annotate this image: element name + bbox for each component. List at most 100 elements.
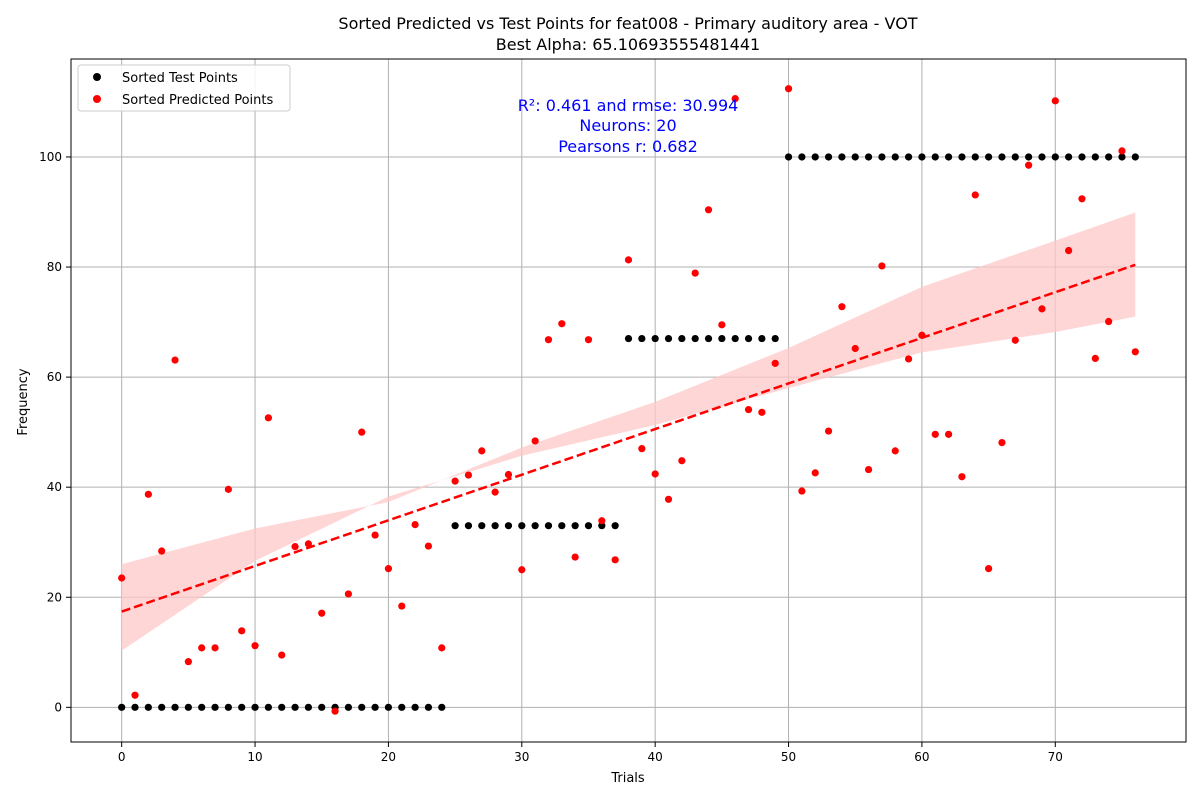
predicted-point-18 (358, 428, 366, 436)
predicted-point-54 (838, 303, 846, 311)
y-axis-label: Frequency (16, 368, 31, 435)
test-point-11 (264, 703, 272, 711)
predicted-point-35 (584, 336, 593, 344)
test-point-72 (1078, 153, 1086, 161)
test-point-60 (918, 153, 926, 161)
predicted-point-0 (118, 574, 126, 582)
x-tick-label-4: 40 (648, 750, 663, 764)
test-point-36 (598, 522, 606, 530)
legend-label-test: Sorted Test Points (122, 71, 238, 86)
test-point-20 (384, 703, 393, 711)
x-tick-label-7: 70 (1048, 750, 1063, 764)
test-point-5 (184, 703, 192, 711)
test-point-66 (998, 153, 1006, 161)
predicted-points (118, 85, 1139, 715)
test-point-69 (1038, 153, 1046, 161)
predicted-point-39 (638, 445, 646, 453)
test-point-4 (171, 703, 179, 711)
predicted-point-53 (824, 427, 833, 435)
test-point-0 (118, 703, 126, 711)
predicted-point-8 (224, 485, 232, 493)
test-point-63 (958, 153, 966, 161)
test-point-31 (531, 522, 539, 530)
test-point-45 (718, 334, 726, 343)
test-point-51 (798, 153, 806, 161)
test-point-2 (144, 703, 152, 711)
test-point-75 (1118, 153, 1126, 161)
predicted-point-1 (131, 691, 139, 699)
test-point-26 (464, 522, 473, 530)
predicted-point-46 (731, 95, 739, 103)
test-point-57 (878, 153, 886, 161)
x-tick-label-1: 10 (247, 750, 262, 764)
predicted-point-12 (278, 651, 286, 659)
predicted-point-4 (171, 356, 179, 364)
predicted-point-17 (344, 590, 353, 598)
predicted-point-20 (384, 565, 393, 573)
predicted-point-40 (651, 470, 659, 478)
predicted-point-74 (1105, 317, 1113, 326)
test-point-40 (651, 334, 659, 343)
test-point-18 (358, 703, 366, 711)
test-point-41 (664, 334, 673, 343)
test-point-8 (224, 703, 232, 711)
test-point-9 (238, 703, 246, 711)
test-point-28 (491, 522, 499, 530)
predicted-point-24 (438, 644, 446, 652)
test-point-50 (784, 153, 793, 161)
test-point-37 (611, 522, 619, 530)
predicted-point-31 (531, 437, 539, 445)
annotation-pearsons: Pearsons r: 0.682 (558, 137, 698, 156)
confidence-band-area (121, 212, 1136, 651)
test-point-3 (158, 703, 166, 711)
predicted-point-59 (904, 355, 913, 363)
predicted-point-28 (491, 488, 499, 496)
predicted-point-43 (691, 269, 699, 277)
predicted-point-62 (944, 430, 953, 438)
test-point-13 (291, 703, 299, 711)
predicted-point-45 (718, 321, 726, 329)
test-point-59 (904, 153, 913, 161)
test-point-64 (971, 153, 979, 161)
y-tick-label-4: 80 (47, 260, 62, 274)
test-point-44 (704, 334, 713, 343)
predicted-point-65 (985, 565, 993, 573)
predicted-point-41 (664, 495, 673, 503)
test-point-76 (1131, 153, 1139, 161)
predicted-point-7 (211, 644, 219, 652)
predicted-point-67 (1011, 336, 1019, 344)
predicted-point-26 (464, 471, 473, 479)
plot-frame (70, 58, 1187, 743)
predicted-point-57 (878, 262, 886, 270)
test-point-38 (624, 334, 633, 343)
predicted-point-27 (478, 447, 486, 455)
test-point-54 (838, 153, 846, 161)
test-point-62 (944, 153, 953, 161)
regression-line (121, 263, 1136, 613)
test-point-68 (1025, 153, 1033, 161)
predicted-point-56 (864, 465, 873, 474)
test-point-55 (851, 153, 859, 161)
legend-label-predicted: Sorted Predicted Points (122, 93, 273, 108)
test-point-74 (1105, 153, 1113, 161)
test-point-12 (278, 703, 286, 711)
test-point-25 (451, 522, 459, 530)
test-point-30 (518, 522, 526, 530)
x-tick-label-5: 50 (781, 750, 796, 764)
test-point-6 (198, 703, 206, 711)
test-point-34 (571, 522, 579, 530)
test-point-17 (344, 703, 353, 711)
predicted-point-16 (331, 707, 339, 715)
x-axis-label: Trials (610, 771, 645, 786)
predicted-point-71 (1065, 246, 1073, 255)
predicted-point-73 (1091, 354, 1099, 362)
x-tick-label-3: 30 (514, 750, 529, 764)
test-point-35 (584, 522, 593, 530)
predicted-point-34 (571, 553, 579, 561)
predicted-point-51 (798, 487, 806, 495)
test-point-21 (398, 703, 406, 711)
predicted-point-25 (451, 477, 459, 485)
test-point-1 (131, 703, 139, 711)
test-point-39 (638, 334, 646, 343)
test-point-24 (438, 703, 446, 711)
